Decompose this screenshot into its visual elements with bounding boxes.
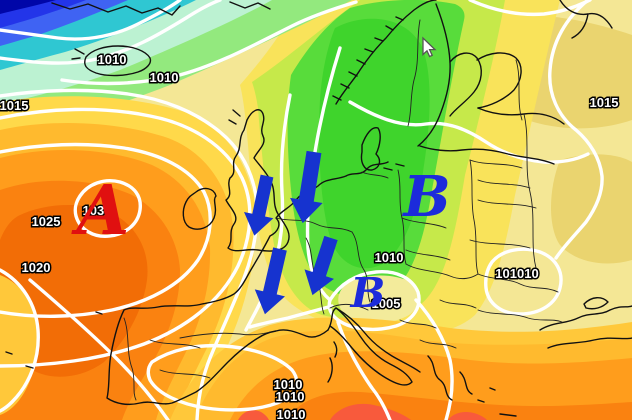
country-borders [123, 19, 563, 401]
wind-arrow-icon [304, 235, 338, 296]
pressure-label: 1005 [372, 296, 401, 311]
coastlines [5, 0, 632, 417]
wind-arrow-icon [244, 174, 274, 236]
pressure-label: 1010 [98, 52, 127, 67]
pressure-label: 1010 [375, 250, 404, 265]
pressure-label: 1010 [277, 407, 306, 420]
pressure-center-high: A [71, 171, 130, 251]
mouse-cursor-icon [422, 36, 437, 58]
pressure-label: 1010 [150, 70, 179, 85]
wind-arrow-icon [254, 247, 287, 315]
wind-arrow-icon [290, 150, 323, 224]
pressure-label: 1015 [590, 95, 619, 110]
pressure-label: 1020 [22, 260, 51, 275]
wind-arrows [244, 150, 338, 315]
pressure-label: 101010 [495, 266, 538, 281]
pressure-label: 1010 [276, 389, 305, 404]
isobar-contours [0, 0, 604, 420]
pressure-label: 1015 [0, 98, 28, 113]
pressure-centers: A BB [71, 164, 451, 317]
pressure-center-low: B [350, 269, 386, 317]
pressure-label: 1030 [83, 203, 112, 218]
pressure-center-low: B [401, 164, 450, 230]
pressure-label: 1025 [32, 214, 61, 229]
pressure-label: 1010 [274, 377, 303, 392]
